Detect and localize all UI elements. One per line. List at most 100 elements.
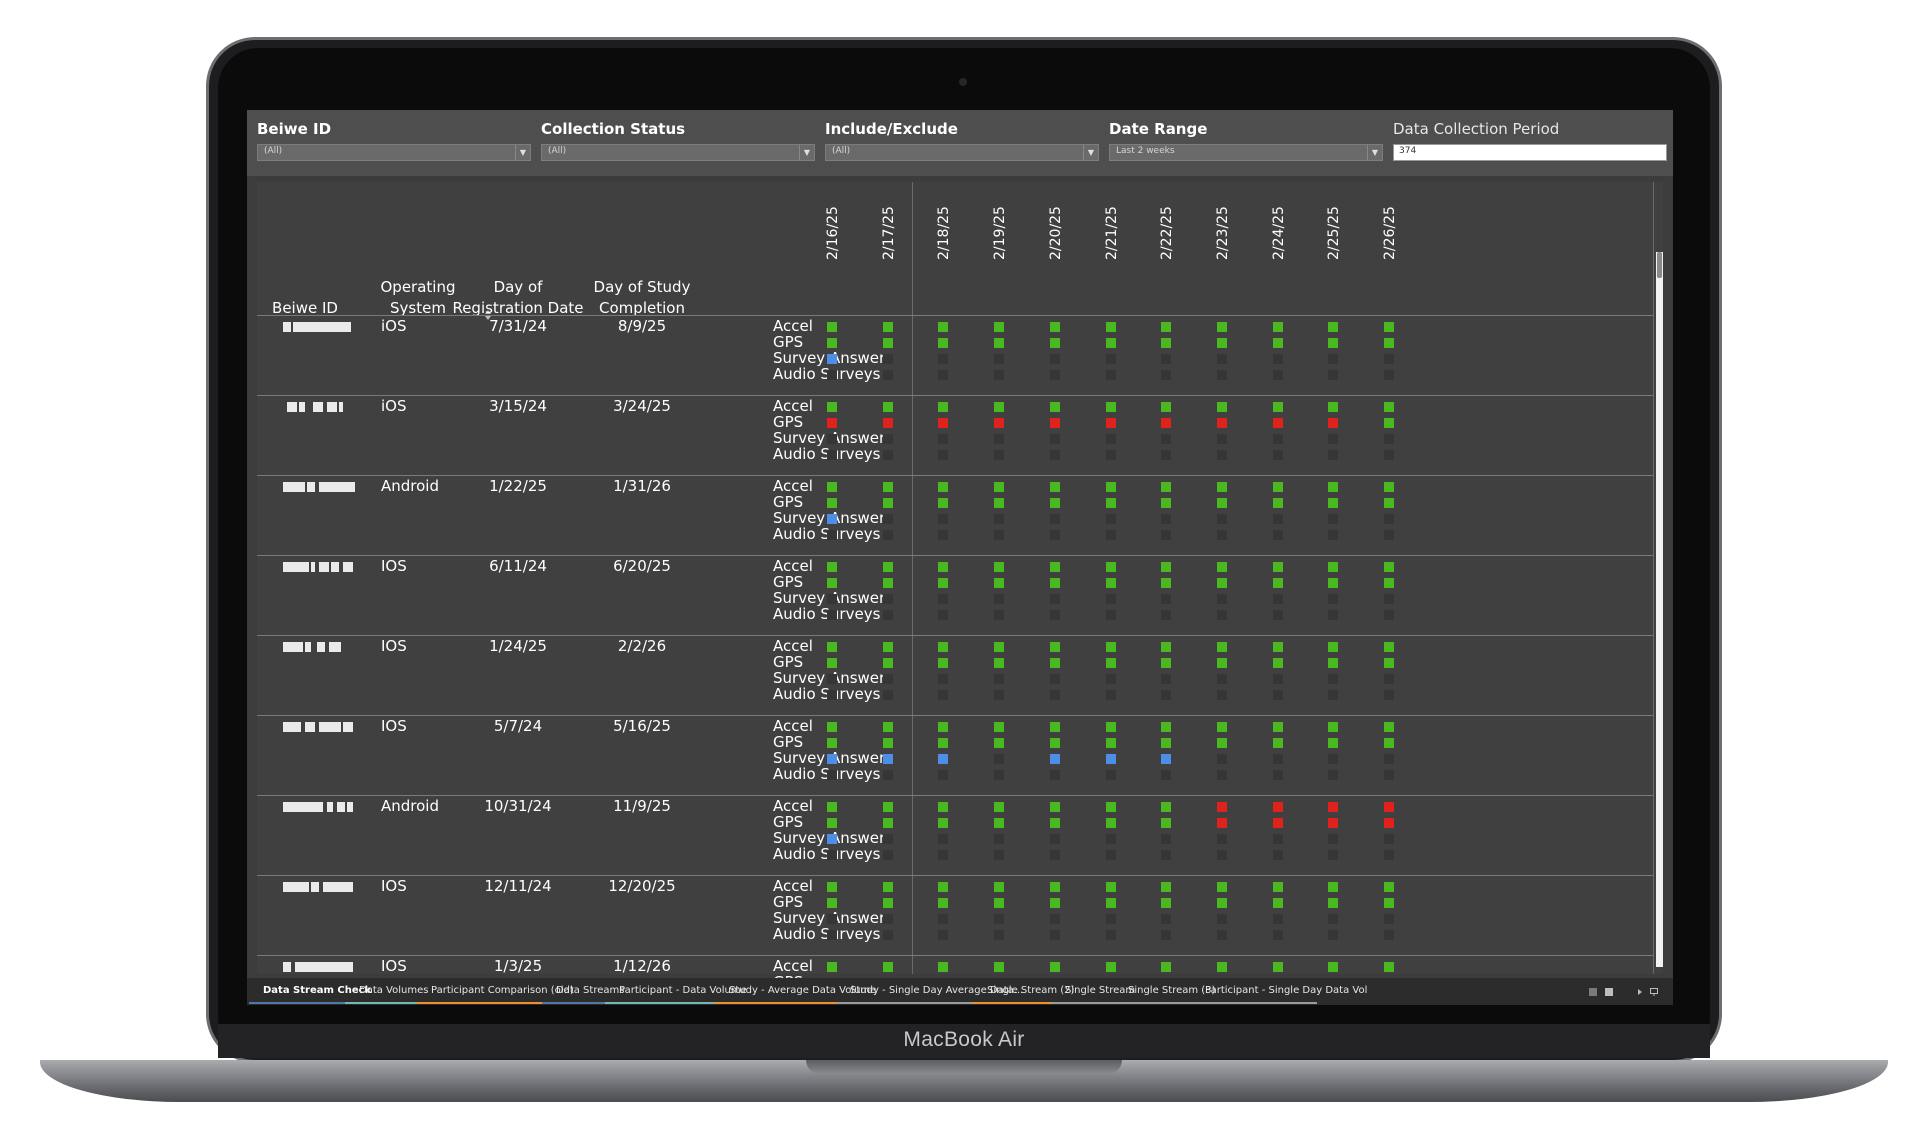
status-mark[interactable] bbox=[1384, 738, 1394, 748]
status-mark[interactable] bbox=[938, 850, 949, 860]
status-mark[interactable] bbox=[1105, 802, 1116, 812]
sheet-tab[interactable]: Single Stream (2) bbox=[987, 985, 1075, 996]
status-mark[interactable] bbox=[994, 738, 1005, 748]
status-mark[interactable] bbox=[1161, 898, 1172, 908]
status-mark[interactable] bbox=[1216, 818, 1227, 828]
status-mark[interactable] bbox=[1328, 738, 1339, 748]
status-mark[interactable] bbox=[938, 498, 949, 508]
status-mark[interactable] bbox=[1216, 690, 1227, 700]
grid-view-icon[interactable] bbox=[1589, 988, 1597, 996]
status-mark[interactable] bbox=[994, 610, 1005, 620]
status-mark[interactable] bbox=[938, 610, 949, 620]
status-mark[interactable] bbox=[1384, 642, 1394, 652]
status-mark[interactable] bbox=[1161, 754, 1172, 764]
status-mark[interactable] bbox=[1049, 930, 1060, 940]
status-mark[interactable] bbox=[1272, 610, 1283, 620]
beiwe-id-dropdown[interactable]: (All) ▼ bbox=[257, 144, 531, 161]
status-mark[interactable] bbox=[1161, 450, 1172, 460]
status-mark[interactable] bbox=[827, 930, 837, 940]
status-mark[interactable] bbox=[1384, 834, 1394, 844]
status-mark[interactable] bbox=[1049, 850, 1060, 860]
sort-icon[interactable] bbox=[485, 310, 491, 320]
status-mark[interactable] bbox=[1161, 802, 1172, 812]
status-mark[interactable] bbox=[1384, 770, 1394, 780]
status-mark[interactable] bbox=[994, 498, 1005, 508]
status-mark[interactable] bbox=[827, 514, 837, 524]
status-mark[interactable] bbox=[827, 482, 837, 492]
status-mark[interactable] bbox=[994, 834, 1005, 844]
status-mark[interactable] bbox=[1049, 770, 1060, 780]
status-mark[interactable] bbox=[1049, 818, 1060, 828]
data-collection-period-input[interactable]: 374 bbox=[1393, 144, 1667, 161]
status-mark[interactable] bbox=[1216, 882, 1227, 892]
status-mark[interactable] bbox=[882, 914, 893, 924]
status-mark[interactable] bbox=[938, 322, 949, 332]
status-mark[interactable] bbox=[1105, 722, 1116, 732]
sheet-tab[interactable]: Data Streams bbox=[556, 985, 625, 996]
status-mark[interactable] bbox=[1272, 818, 1283, 828]
status-mark[interactable] bbox=[1161, 770, 1172, 780]
status-mark[interactable] bbox=[827, 562, 837, 572]
status-mark[interactable] bbox=[827, 642, 837, 652]
status-mark[interactable] bbox=[1384, 914, 1394, 924]
status-mark[interactable] bbox=[1161, 882, 1172, 892]
status-mark[interactable] bbox=[1216, 594, 1227, 604]
status-mark[interactable] bbox=[1216, 338, 1227, 348]
sheet-tab[interactable]: Participant - Single Day Data Vol bbox=[1205, 985, 1368, 996]
status-mark[interactable] bbox=[938, 354, 949, 364]
status-mark[interactable] bbox=[1272, 722, 1283, 732]
filmstrip-icon[interactable] bbox=[1605, 988, 1613, 996]
status-mark[interactable] bbox=[1161, 514, 1172, 524]
status-mark[interactable] bbox=[994, 850, 1005, 860]
status-mark[interactable] bbox=[1216, 674, 1227, 684]
status-mark[interactable] bbox=[1049, 578, 1060, 588]
status-mark[interactable] bbox=[1161, 930, 1172, 940]
status-mark[interactable] bbox=[1384, 802, 1394, 812]
status-mark[interactable] bbox=[938, 690, 949, 700]
sheet-tab[interactable]: Single Stream (3) bbox=[1128, 985, 1216, 996]
status-mark[interactable] bbox=[1049, 562, 1060, 572]
status-mark[interactable] bbox=[994, 722, 1005, 732]
status-mark[interactable] bbox=[1272, 754, 1283, 764]
status-mark[interactable] bbox=[994, 322, 1005, 332]
status-mark[interactable] bbox=[994, 354, 1005, 364]
status-mark[interactable] bbox=[1384, 370, 1394, 380]
status-mark[interactable] bbox=[1272, 930, 1283, 940]
status-mark[interactable] bbox=[1328, 498, 1339, 508]
status-mark[interactable] bbox=[938, 962, 949, 972]
status-mark[interactable] bbox=[1272, 498, 1283, 508]
status-mark[interactable] bbox=[1049, 514, 1060, 524]
status-mark[interactable] bbox=[1105, 818, 1116, 828]
status-mark[interactable] bbox=[882, 354, 893, 364]
status-mark[interactable] bbox=[1328, 722, 1339, 732]
status-mark[interactable] bbox=[1161, 914, 1172, 924]
status-mark[interactable] bbox=[1105, 754, 1116, 764]
status-mark[interactable] bbox=[1049, 354, 1060, 364]
status-mark[interactable] bbox=[1105, 514, 1116, 524]
status-mark[interactable] bbox=[1105, 850, 1116, 860]
status-mark[interactable] bbox=[1384, 674, 1394, 684]
status-mark[interactable] bbox=[882, 818, 893, 828]
status-mark[interactable] bbox=[994, 482, 1005, 492]
sheet-tab[interactable]: Data Volumes bbox=[359, 985, 429, 996]
status-mark[interactable] bbox=[1384, 482, 1394, 492]
sheet-tab[interactable]: Participant Comparison (old) bbox=[431, 985, 574, 996]
status-mark[interactable] bbox=[1216, 914, 1227, 924]
status-mark[interactable] bbox=[827, 962, 837, 972]
status-mark[interactable] bbox=[827, 658, 837, 668]
status-mark[interactable] bbox=[1161, 562, 1172, 572]
status-mark[interactable] bbox=[882, 674, 893, 684]
status-mark[interactable] bbox=[1272, 882, 1283, 892]
status-mark[interactable] bbox=[1049, 674, 1060, 684]
status-mark[interactable] bbox=[882, 434, 893, 444]
status-mark[interactable] bbox=[1105, 450, 1116, 460]
status-mark[interactable] bbox=[827, 898, 837, 908]
chevron-down-icon[interactable]: ▼ bbox=[1083, 145, 1098, 160]
status-mark[interactable] bbox=[1161, 434, 1172, 444]
status-mark[interactable] bbox=[1272, 642, 1283, 652]
status-mark[interactable] bbox=[882, 530, 893, 540]
status-mark[interactable] bbox=[827, 498, 837, 508]
status-mark[interactable] bbox=[1384, 690, 1394, 700]
status-mark[interactable] bbox=[994, 882, 1005, 892]
status-mark[interactable] bbox=[1384, 434, 1394, 444]
